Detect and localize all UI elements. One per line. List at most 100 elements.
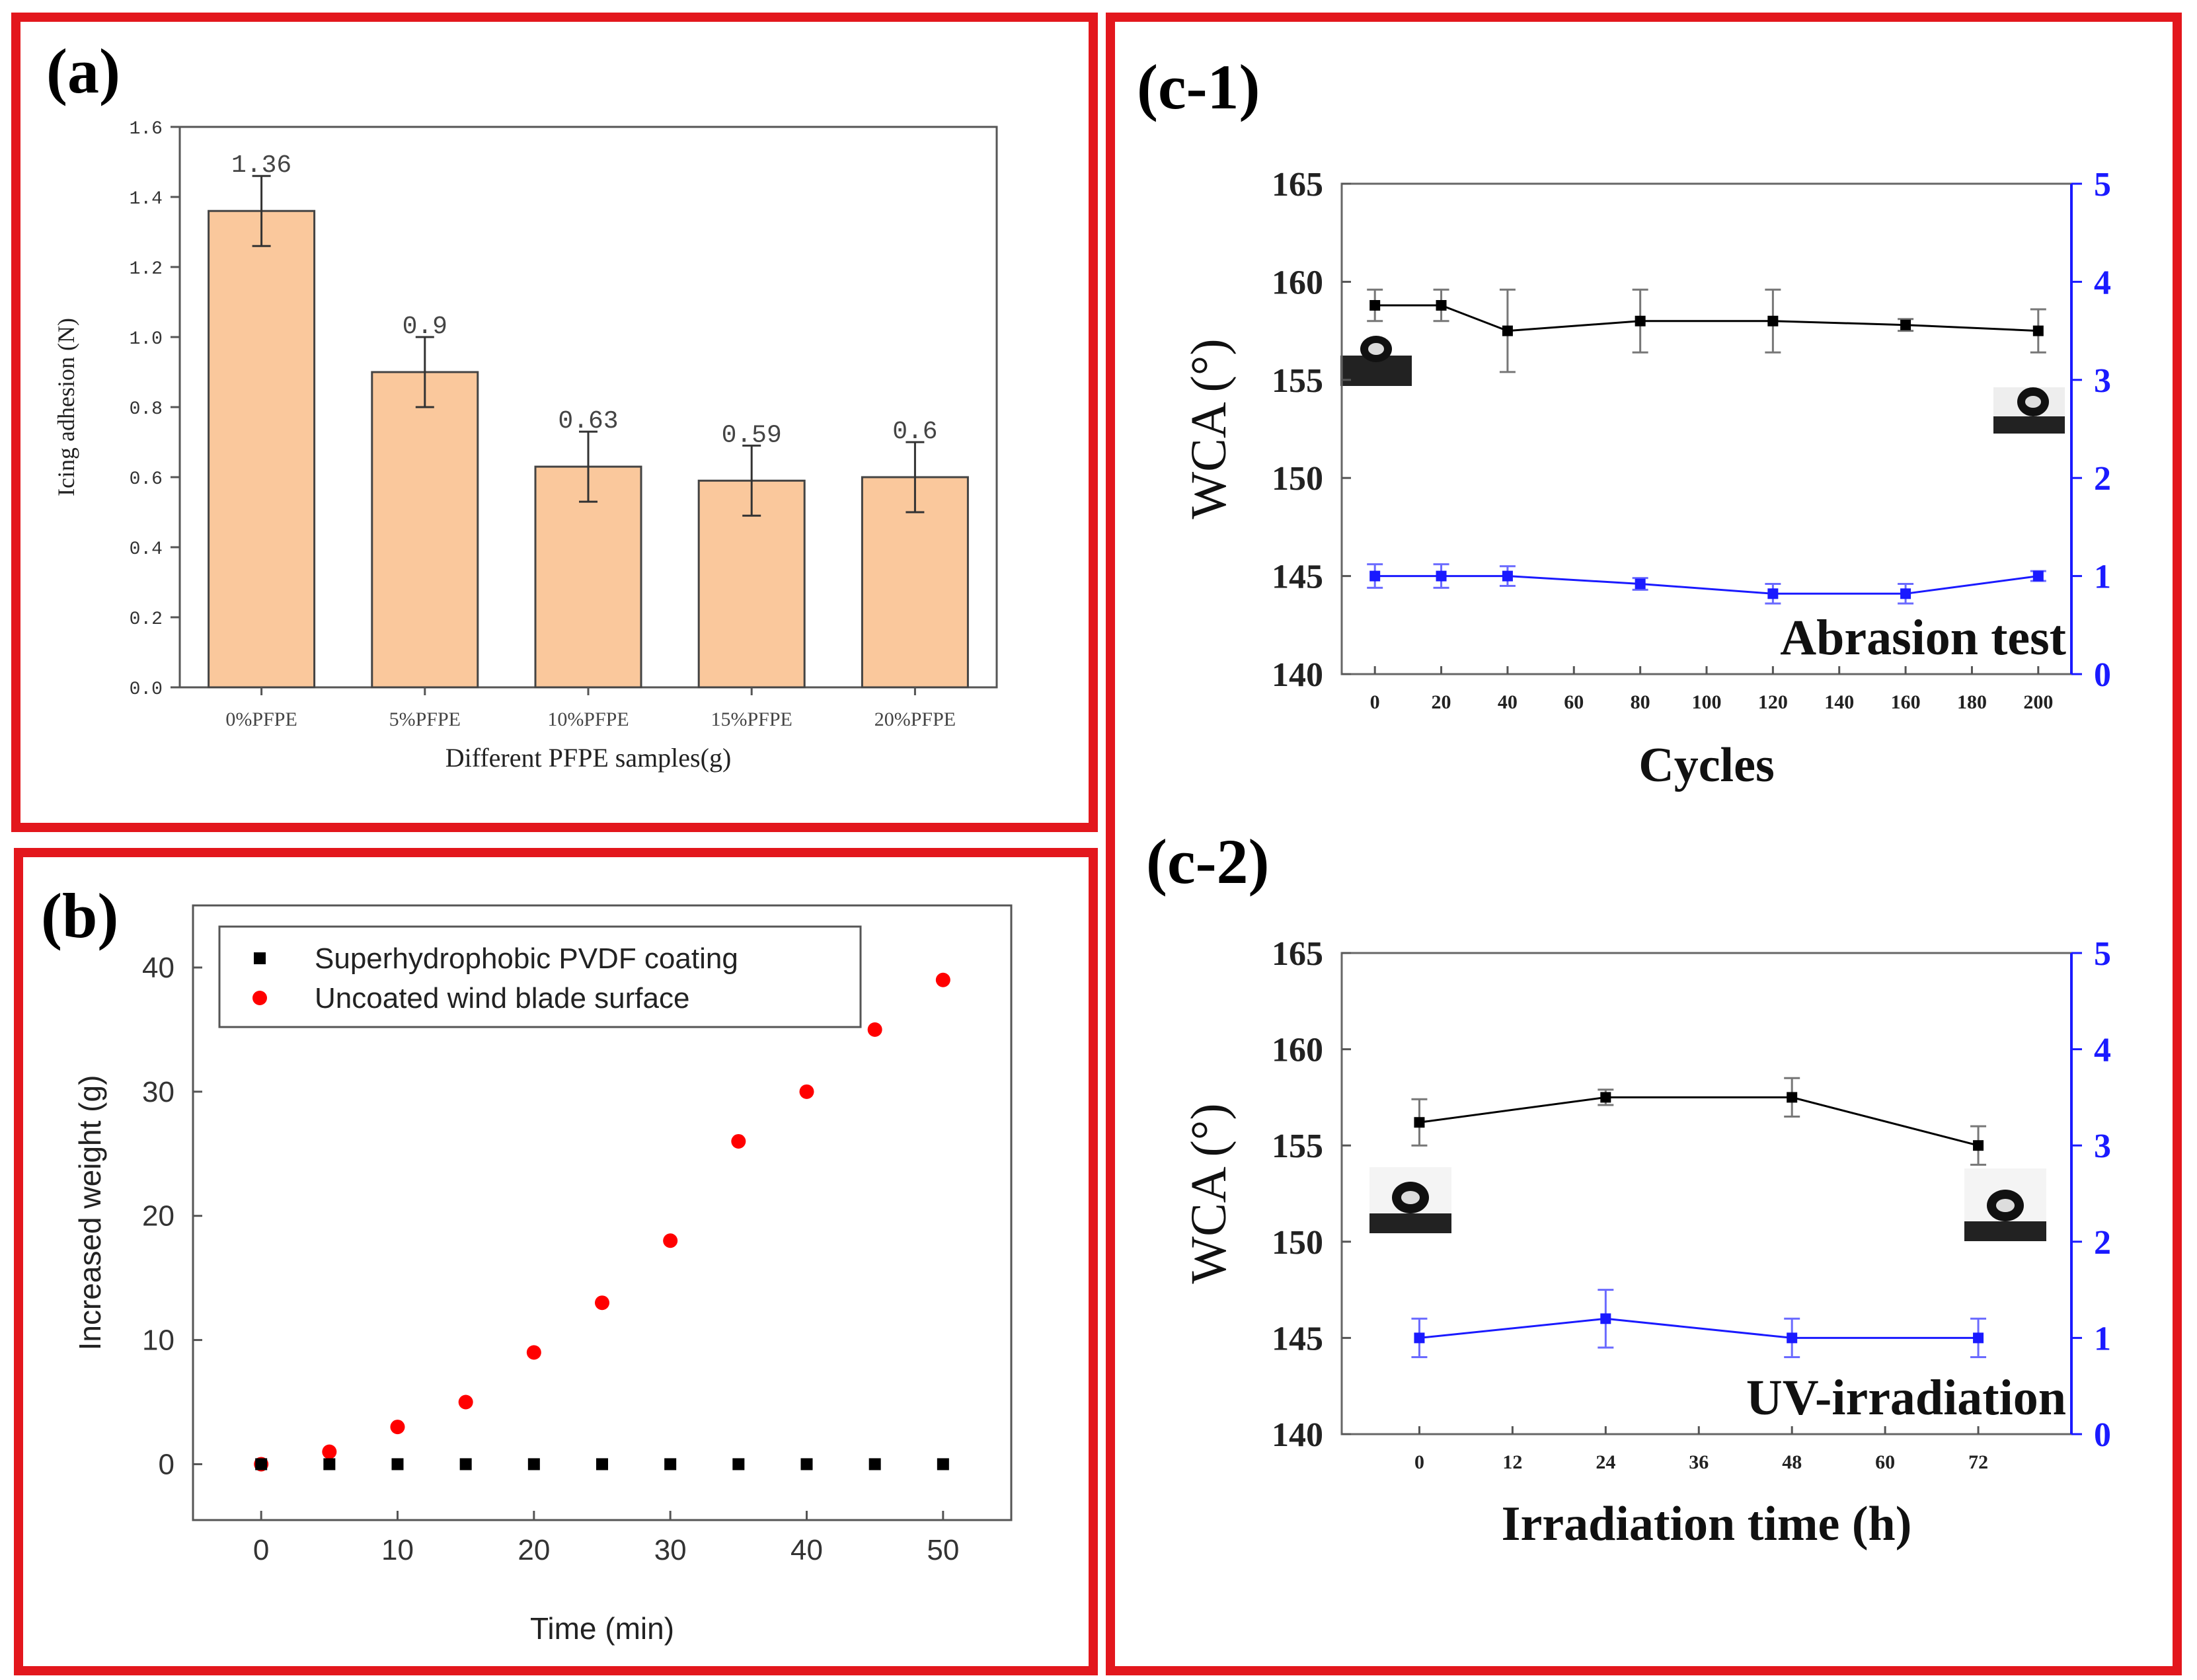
data-point: [663, 1233, 678, 1248]
data-label: 0.9: [403, 313, 447, 341]
x-tick-label: 80: [1631, 691, 1650, 713]
panel-a-label: (a): [46, 36, 120, 106]
y-tick-label: 150: [1272, 460, 1323, 498]
x-tick-label: 20: [1432, 691, 1451, 713]
x-tick-label: 140: [1824, 691, 1854, 713]
x-tick-label: 10%PFPE: [547, 708, 629, 730]
data-point: [664, 1458, 677, 1470]
data-label: 0.59: [722, 421, 782, 449]
x-tick-label: 120: [1758, 691, 1788, 713]
y2-tick-label: 3: [2094, 1127, 2111, 1165]
x-tick-label: 40: [790, 1534, 823, 1566]
y2-tick-label: 0: [2094, 656, 2111, 694]
data-point: [868, 1458, 881, 1470]
y-tick-label: 145: [1272, 558, 1323, 596]
annotation: Abrasion test: [1780, 610, 2066, 666]
data-point: [1502, 325, 1513, 336]
data-point: [1600, 1092, 1611, 1103]
data-point: [1436, 570, 1447, 582]
droplet-icon: [1964, 1168, 2046, 1241]
data-point: [1767, 315, 1779, 326]
data-point: [1787, 1092, 1798, 1103]
data-point: [323, 1458, 336, 1470]
y-tick-label: 140: [1272, 1416, 1323, 1454]
y-tick-label: 40: [142, 952, 174, 984]
y2-tick-label: 5: [2094, 935, 2111, 973]
y-tick-label: 155: [1272, 1127, 1323, 1165]
data-point: [1767, 588, 1779, 599]
legend-marker: [254, 952, 266, 964]
x-tick-label: 180: [1957, 691, 1987, 713]
y-tick-label: 0.8: [130, 399, 163, 420]
y-tick-label: 0.4: [130, 539, 163, 560]
data-point: [937, 1458, 949, 1470]
data-point: [391, 1458, 404, 1470]
data-label: 0.6: [892, 418, 937, 446]
x-axis-label: Different PFPE samples(g): [445, 743, 732, 773]
data-point: [800, 1458, 813, 1470]
data-point: [527, 1458, 540, 1470]
data-point: [1502, 570, 1513, 582]
data-point: [255, 1458, 268, 1470]
data-point: [596, 1458, 608, 1470]
legend-marker: [252, 991, 267, 1005]
x-axis-label: Irradiation time (h): [1502, 1497, 1912, 1551]
y-tick-label: 0: [159, 1448, 174, 1480]
x-tick-label: 24: [1596, 1451, 1615, 1473]
panel-a-chart: 0.0 0.2 0.4 0.6 0.8 1.0 1.2 1.4 1.6 1.36 0%PFPE 0.9…: [53, 119, 998, 773]
panel-b-frame: [14, 848, 1098, 1675]
x-axis-label: Time (min): [530, 1611, 674, 1646]
legend-label: Uncoated wind blade surface: [315, 982, 689, 1014]
y2-tick-label: 3: [2094, 362, 2111, 400]
x-tick-label: 100: [1692, 691, 1722, 713]
panel-b-label: (b): [41, 880, 118, 951]
x-tick-label: 15%PFPE: [711, 708, 792, 730]
data-point: [1369, 300, 1381, 311]
y-axis-label: Icing adhesion (N): [53, 318, 79, 496]
y2-tick-label: 1: [2094, 558, 2111, 596]
y-tick-label: 10: [142, 1324, 174, 1357]
data-point: [867, 1022, 882, 1037]
data-point: [1973, 1332, 1984, 1344]
y-tick-label: 145: [1272, 1320, 1323, 1357]
x-tick-label: 20: [518, 1534, 550, 1566]
series-line: [1375, 304, 2038, 332]
data-point: [458, 1394, 473, 1410]
droplet-icon: [1369, 1167, 1451, 1233]
x-tick-label: 10: [381, 1534, 414, 1566]
x-tick-label: 40: [1498, 691, 1518, 713]
x-tick-label: 48: [1782, 1451, 1802, 1473]
x-tick-label: 200: [2023, 691, 2053, 713]
x-tick-label: 60: [1875, 1451, 1895, 1473]
y-axis-label: WCA (°): [1181, 338, 1237, 519]
data-point: [1414, 1117, 1425, 1128]
legend: Superhydrophobic PVDF coating Uncoated wi…: [218, 925, 862, 1028]
y-tick-label: 0.0: [130, 679, 163, 700]
data-point: [1635, 578, 1646, 590]
y2-tick-label: 2: [2094, 460, 2111, 498]
bar: [208, 210, 316, 689]
y-tick-label: 150: [1272, 1224, 1323, 1262]
data-label: 0.63: [558, 407, 618, 436]
x-tick-label: 12: [1502, 1451, 1522, 1473]
y-tick-label: 0.2: [130, 609, 163, 630]
x-axis-label: Cycles: [1638, 738, 1775, 792]
series-line: [1419, 1096, 1979, 1147]
panel-c1-chart: 140 145 150 155 160 165 0 1 2 3 4 5 0 20 40 60 80 100 120 1…: [1181, 166, 2111, 792]
x-tick-label: 0: [1414, 1451, 1424, 1473]
data-point: [1900, 588, 1911, 599]
y-axis-label: WCA (°): [1181, 1103, 1237, 1283]
panel-a-frame: [11, 13, 1098, 832]
data-point: [1369, 570, 1381, 582]
panel-c2-label: (c-2): [1146, 826, 1270, 897]
data-point: [390, 1420, 405, 1435]
x-tick-label: 0%PFPE: [225, 708, 297, 730]
y-tick-label: 1.0: [130, 329, 163, 350]
y2-tick-label: 4: [2094, 1032, 2111, 1069]
series-line: [1375, 575, 2039, 595]
y-tick-label: 1.6: [130, 119, 163, 139]
data-point: [1414, 1332, 1425, 1344]
